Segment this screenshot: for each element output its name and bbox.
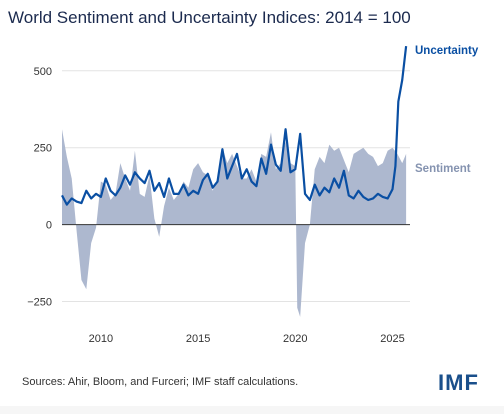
- uncertainty-line: [61, 46, 408, 206]
- uncertainty-label: Uncertainty: [415, 45, 479, 57]
- y-tick-label: −250: [27, 297, 52, 309]
- sentiment-area: [62, 129, 407, 317]
- imf-logo: IMF: [438, 370, 479, 395]
- line-layer: [61, 46, 408, 206]
- source-note: Sources: Ahir, Bloom, and Furceri; IMF s…: [22, 376, 299, 388]
- chart-svg: 500 250 0 −250 2010 2015 2020 2025 Uncertainty S…: [27, 45, 479, 345]
- area-layer: [62, 129, 407, 317]
- y-tick-label: 250: [34, 143, 52, 155]
- footer-strip: [0, 406, 504, 414]
- y-tick-label: 0: [46, 220, 52, 232]
- grid-layer: [62, 70, 410, 303]
- x-tick-label: 2020: [283, 333, 307, 345]
- tick-layer: 500 250 0 −250 2010 2015 2020 2025: [27, 66, 405, 345]
- x-tick-label: 2015: [186, 333, 210, 345]
- y-tick-label: 500: [34, 66, 52, 78]
- sentiment-label: Sentiment: [415, 163, 471, 175]
- x-tick-label: 2010: [89, 333, 113, 345]
- x-tick-label: 2025: [380, 333, 404, 345]
- series-label-layer: Uncertainty Sentiment: [415, 45, 479, 175]
- chart-title: World Sentiment and Uncertainty Indices:…: [8, 8, 411, 27]
